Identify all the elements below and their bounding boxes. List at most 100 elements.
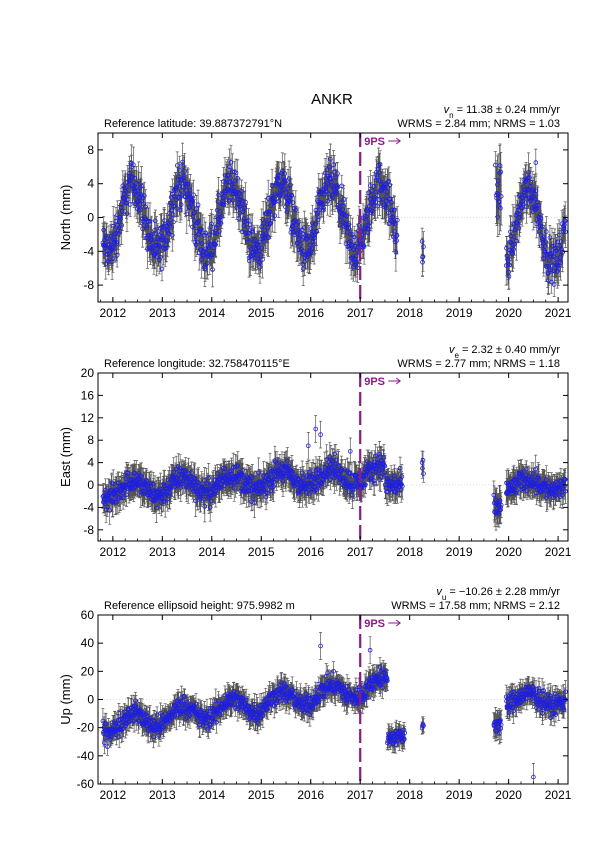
data-point xyxy=(186,712,192,717)
data-point xyxy=(217,215,223,220)
data-point xyxy=(353,687,359,693)
x-tick-label: 2012 xyxy=(99,545,126,559)
data-point xyxy=(144,223,149,228)
data-point xyxy=(191,211,197,216)
event-arrow-icon xyxy=(388,619,402,627)
data-point xyxy=(285,468,290,474)
data-point xyxy=(185,192,191,198)
data-point xyxy=(294,482,300,487)
data-point xyxy=(247,478,253,483)
data-point xyxy=(100,718,106,724)
data-point xyxy=(214,208,220,213)
data-point xyxy=(397,465,403,471)
x-tick-label: 2017 xyxy=(347,306,374,320)
data-point xyxy=(255,706,260,711)
data-point xyxy=(147,218,153,224)
data-point xyxy=(558,239,564,244)
data-point xyxy=(202,264,207,270)
data-point xyxy=(393,249,399,255)
data-point xyxy=(245,239,250,245)
data-point xyxy=(347,246,352,252)
data-point xyxy=(125,184,130,189)
data-point xyxy=(393,234,399,239)
data-point xyxy=(535,200,540,205)
data-point xyxy=(375,470,381,476)
x-tick-label: 2018 xyxy=(396,788,423,802)
data-point xyxy=(260,257,265,262)
data-point xyxy=(180,164,186,169)
data-point xyxy=(122,195,127,200)
data-point xyxy=(380,685,385,691)
data-point xyxy=(110,223,116,229)
data-point xyxy=(168,200,174,206)
data-point xyxy=(509,689,515,695)
data-point xyxy=(184,699,190,705)
data-point xyxy=(120,726,126,732)
data-point xyxy=(420,466,425,471)
data-point xyxy=(283,204,288,210)
data-point xyxy=(343,476,349,482)
data-point xyxy=(290,470,295,475)
x-tick-label: 2015 xyxy=(248,788,275,802)
data-point xyxy=(132,175,138,181)
data-point xyxy=(328,477,333,482)
data-point xyxy=(311,242,317,247)
data-point xyxy=(384,489,389,495)
data-point xyxy=(194,206,199,212)
data-point xyxy=(362,225,368,231)
data-point xyxy=(546,257,552,263)
data-point xyxy=(109,248,115,253)
data-point xyxy=(346,221,352,226)
data-point xyxy=(207,504,213,510)
data-point xyxy=(310,239,316,245)
data-point xyxy=(265,476,271,482)
data-point xyxy=(522,187,527,193)
data-point xyxy=(304,473,310,478)
data-point xyxy=(190,480,196,486)
data-point xyxy=(103,487,108,493)
data-point xyxy=(225,188,231,194)
data-point xyxy=(224,699,230,705)
data-point xyxy=(289,687,295,692)
y-tick-label: 40 xyxy=(81,636,95,650)
data-point xyxy=(213,488,219,494)
data-point xyxy=(550,705,556,711)
data-point xyxy=(259,224,265,229)
data-point xyxy=(335,171,340,176)
data-point xyxy=(191,218,197,224)
data-point xyxy=(373,189,379,195)
event-label: 9PS xyxy=(364,376,385,388)
data-point xyxy=(166,231,172,236)
data-point xyxy=(321,477,326,483)
data-point xyxy=(266,471,271,477)
data-point xyxy=(107,244,113,250)
data-point xyxy=(205,260,210,266)
data-point xyxy=(269,699,275,705)
panel-north: 9PS 2012 2013 2014 2015 2016 2017 2018 2019 2020 2… xyxy=(58,104,572,320)
data-point xyxy=(517,481,523,487)
data-point xyxy=(337,222,343,228)
data-point xyxy=(244,489,249,495)
data-point xyxy=(256,470,261,475)
data-point xyxy=(373,453,378,459)
event-label: 9PS xyxy=(364,618,385,630)
data-point xyxy=(178,202,184,207)
data-point xyxy=(124,211,130,217)
data-point xyxy=(215,199,221,204)
data-point xyxy=(104,236,110,241)
velocity-label: vn = 11.38 ± 0.24 mm/yr xyxy=(444,104,561,120)
data-point xyxy=(168,217,173,223)
data-point xyxy=(402,736,407,742)
data-point xyxy=(219,191,224,197)
data-point xyxy=(293,705,298,711)
data-point xyxy=(203,230,208,236)
data-point xyxy=(120,209,125,214)
data-point xyxy=(166,221,172,227)
data-point xyxy=(382,470,387,475)
data-point xyxy=(205,481,211,486)
data-point xyxy=(364,468,370,474)
data-point xyxy=(250,475,255,480)
data-point xyxy=(230,198,236,203)
data-point xyxy=(377,451,382,457)
